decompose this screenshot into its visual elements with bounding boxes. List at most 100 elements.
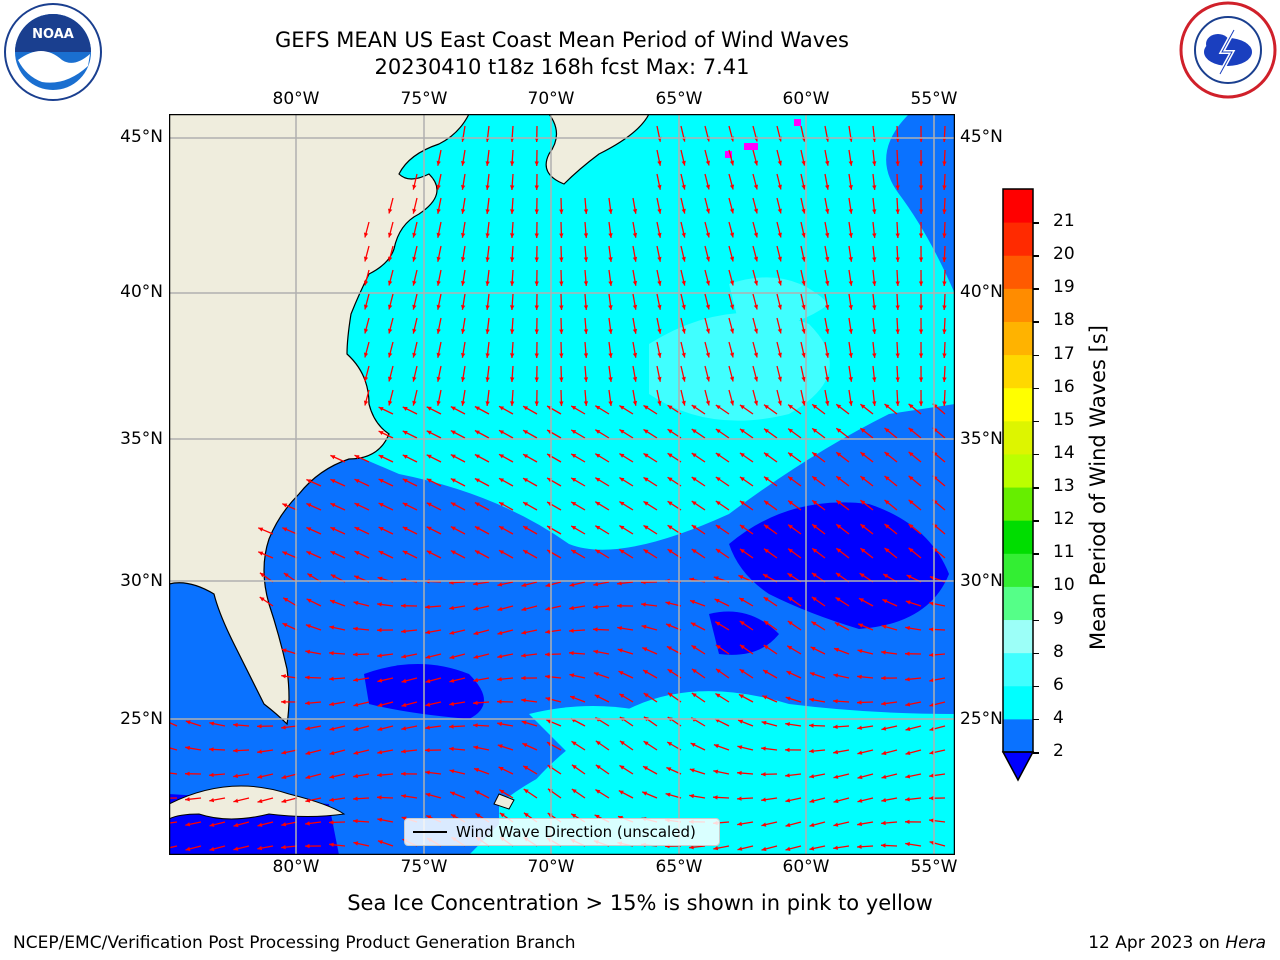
wind-arrow-head	[497, 606, 503, 611]
wind-arrow-head	[450, 502, 456, 507]
wind-arrow-head	[739, 621, 745, 626]
wind-arrow-head	[330, 479, 336, 484]
wind-arrow-head	[825, 328, 830, 334]
wind-arrow-head	[571, 549, 577, 554]
wind-arrow-head	[905, 726, 911, 731]
wind-arrow-head	[473, 723, 478, 728]
wind-arrow-head	[715, 429, 721, 434]
wind-arrow-head	[583, 329, 589, 334]
wind-arrow-head	[860, 500, 866, 505]
wind-arrow-head	[858, 623, 864, 628]
colorbar-tick-label: 16	[1053, 376, 1075, 397]
wind-arrow-head	[857, 774, 863, 780]
wind-arrow-head	[908, 451, 914, 457]
wind-arrow-head	[329, 701, 335, 707]
wind-arrow-head	[377, 726, 383, 731]
wind-arrow-head	[715, 501, 721, 506]
wind-arrow-head	[764, 428, 769, 434]
lon-tick-top: 65°W	[655, 89, 703, 109]
wind-arrow-head	[715, 525, 721, 530]
wind-arrow-head	[593, 627, 598, 632]
wind-arrow-head	[857, 844, 862, 849]
wind-arrow-head	[510, 377, 515, 382]
wind-arrow-head	[705, 208, 710, 214]
wind-arrow-head	[583, 233, 589, 238]
wind-arrow-head	[426, 406, 432, 411]
wind-arrow-head	[715, 621, 721, 626]
wind-arrow-head	[738, 575, 744, 580]
lon-tick-top: 55°W	[910, 89, 958, 109]
wind-arrow-head	[461, 233, 466, 238]
wind-arrow-head	[763, 670, 769, 675]
wind-arrow-head	[233, 798, 239, 803]
wind-arrow-head	[401, 749, 406, 754]
wind-arrow-head	[595, 453, 601, 458]
wind-arrow-head	[497, 630, 503, 635]
wind-arrow-head	[691, 693, 697, 698]
colorbar-tick-mark	[1033, 619, 1039, 622]
wind-arrow-head	[753, 208, 758, 214]
wind-arrow-head	[632, 232, 638, 238]
wind-arrow-head	[753, 328, 758, 334]
wind-arrow-head	[666, 767, 672, 772]
wind-arrow-head	[233, 822, 239, 828]
chart-title: GEFS MEAN US East Coast Mean Period of W…	[275, 28, 849, 52]
wind-arrow-head	[474, 768, 479, 773]
wind-arrow-head	[691, 453, 697, 458]
wind-arrow-head	[833, 699, 838, 704]
wind-arrow-head	[534, 209, 539, 214]
wind-arrow-head	[753, 376, 758, 382]
wind-arrow-head	[426, 478, 432, 483]
wind-arrow-head	[617, 648, 623, 653]
wind-arrow-head	[497, 582, 503, 587]
wind-arrow-head	[305, 774, 311, 779]
wind-arrow-head	[825, 304, 830, 310]
colorbar-frame	[1002, 188, 1034, 753]
chart-subtitle: 20230410 t18z 168h fcst Max: 7.41	[374, 55, 750, 79]
wind-arrow-head	[461, 185, 466, 190]
lat-tick-left: 25°N	[120, 709, 163, 729]
wind-arrow-head	[632, 328, 638, 334]
wind-arrow-head	[461, 209, 466, 214]
wind-arrow-head	[485, 161, 490, 166]
wind-arrow-head	[388, 400, 393, 406]
wind-arrow-head	[497, 677, 502, 682]
wind-arrow-head	[306, 527, 312, 532]
wind-arrow-head	[777, 208, 782, 214]
wind-arrow-head	[905, 774, 911, 779]
wind-arrow-head	[825, 184, 830, 190]
wind-arrow-head	[426, 526, 432, 531]
colorbar-segment	[1003, 354, 1033, 389]
wind-arrow-head	[872, 281, 877, 286]
wind-arrow-head	[825, 400, 830, 406]
wind-arrow-head	[657, 328, 662, 334]
wind-arrow-head	[785, 773, 790, 778]
wind-arrow-head	[185, 720, 191, 725]
wind-arrow-head	[436, 304, 441, 310]
wind-arrow-head	[401, 603, 406, 608]
lon-tick-top: 60°W	[782, 89, 830, 109]
wind-arrow-head	[257, 774, 263, 779]
ocean-lightcyan-patch	[649, 312, 830, 421]
wind-arrow-head	[233, 846, 239, 851]
wind-arrow-head	[378, 527, 384, 531]
wind-arrow-head	[281, 798, 287, 803]
wind-arrow-head	[739, 524, 745, 530]
wind-arrow-head	[258, 551, 264, 556]
wind-arrow-head	[474, 406, 480, 411]
colorbar-tick-label: 18	[1053, 310, 1075, 331]
wind-arrow-head	[353, 841, 359, 846]
wind-arrow-head	[884, 428, 890, 433]
wind-arrow-head	[848, 353, 853, 358]
wind-arrow-head	[942, 233, 947, 238]
wind-arrow-head	[330, 455, 336, 460]
wind-arrow-head	[918, 233, 924, 238]
wind-arrow-head	[895, 233, 900, 238]
wind-arrow-head	[401, 771, 406, 776]
wind-arrow-head	[812, 548, 818, 553]
wind-arrow-head	[884, 452, 890, 457]
wind-arrow-head	[753, 184, 758, 190]
wind-arrow-head	[353, 626, 358, 631]
wind-arrow-head	[534, 353, 539, 358]
wind-arrow-head	[450, 454, 456, 459]
